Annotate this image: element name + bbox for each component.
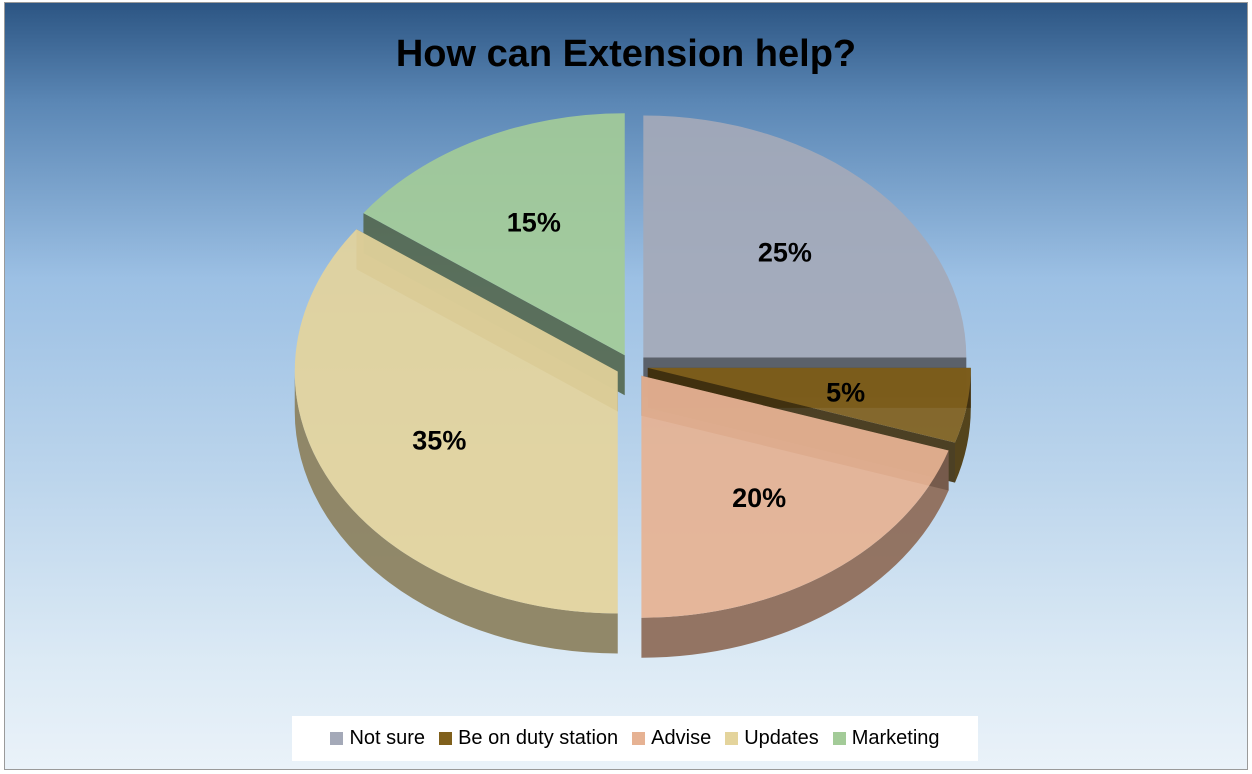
pie-slice-not-sure: [643, 115, 967, 358]
pie-slice-marketing: [363, 113, 625, 356]
chart-area: How can Extension help? 25% 5% 20% 35% 15% N…: [4, 2, 1248, 770]
pie-depth-advise: [641, 450, 949, 658]
pie-slice-updates: [294, 229, 618, 614]
legend-swatch: [330, 732, 344, 745]
legend-item-not-sure: Not sure: [330, 727, 425, 750]
legend-swatch: [632, 732, 646, 745]
legend-item-marketing: Marketing: [832, 727, 940, 750]
legend-label: Advise: [651, 727, 712, 749]
legend-label: Not sure: [349, 727, 426, 749]
pie-slice-advise: [641, 375, 949, 618]
legend: Not sure Be on duty station Advise Updates M…: [292, 716, 978, 761]
pie-slice-layer: [294, 113, 971, 618]
legend-label: Be on duty station: [458, 727, 619, 749]
legend-item-advise: Advise: [632, 727, 711, 750]
legend-swatch: [725, 732, 739, 745]
legend-item-updates: Updates: [725, 727, 819, 750]
chart-title: How can Extension help?: [395, 33, 857, 75]
data-label-be-on-duty-station: 5%: [826, 377, 865, 407]
data-label-updates: 35%: [412, 426, 466, 456]
legend-label: Updates: [744, 727, 819, 749]
pie-depth-updates: [294, 371, 618, 654]
pie-label-layer: 25% 5% 20% 35% 15%: [412, 208, 865, 513]
legend-label: Marketing: [851, 727, 940, 749]
data-label-marketing: 15%: [507, 208, 561, 238]
data-label-not-sure: 25%: [758, 237, 812, 267]
legend-swatch: [832, 732, 846, 745]
legend-item-be-on-duty-station: Be on duty station: [439, 727, 618, 750]
pie-slice-be-on-duty-station: [647, 367, 971, 443]
data-label-advise: 20%: [732, 483, 786, 513]
legend-swatch: [439, 732, 453, 745]
pie-plot: 25% 5% 20% 35% 15%: [294, 113, 971, 658]
pie-depth-be-on-duty-station: [954, 367, 971, 483]
